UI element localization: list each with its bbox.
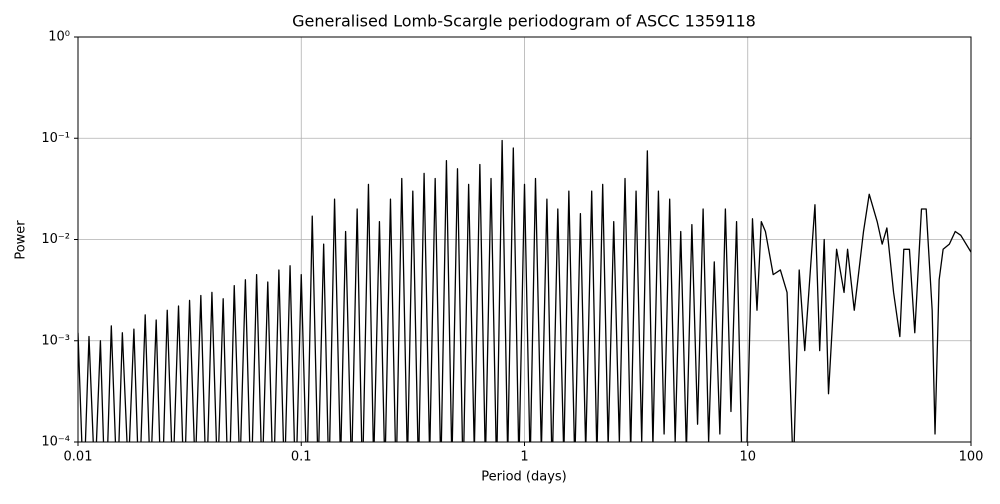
x-tick-label: 0.01 <box>64 450 93 465</box>
x-tick-label: 100 <box>959 450 984 465</box>
y-axis-label: Power <box>14 220 29 260</box>
y-tick-label: 10⁻⁴ <box>41 435 70 450</box>
chart-title: Generalised Lomb-Scargle periodogram of … <box>292 12 756 31</box>
plot <box>78 139 971 442</box>
data-line <box>78 139 971 442</box>
x-tick-label: 1 <box>520 450 528 465</box>
x-tick-label: 0.1 <box>291 450 312 465</box>
y-tick-label: 10⁻¹ <box>41 131 70 146</box>
x-tick-label: 10 <box>739 450 756 465</box>
y-tick-label: 10⁻² <box>41 232 70 247</box>
x-axis-label: Period (days) <box>481 470 567 485</box>
y-tick-label: 10⁻³ <box>41 333 70 348</box>
y-tick-label: 10⁰ <box>48 30 70 45</box>
